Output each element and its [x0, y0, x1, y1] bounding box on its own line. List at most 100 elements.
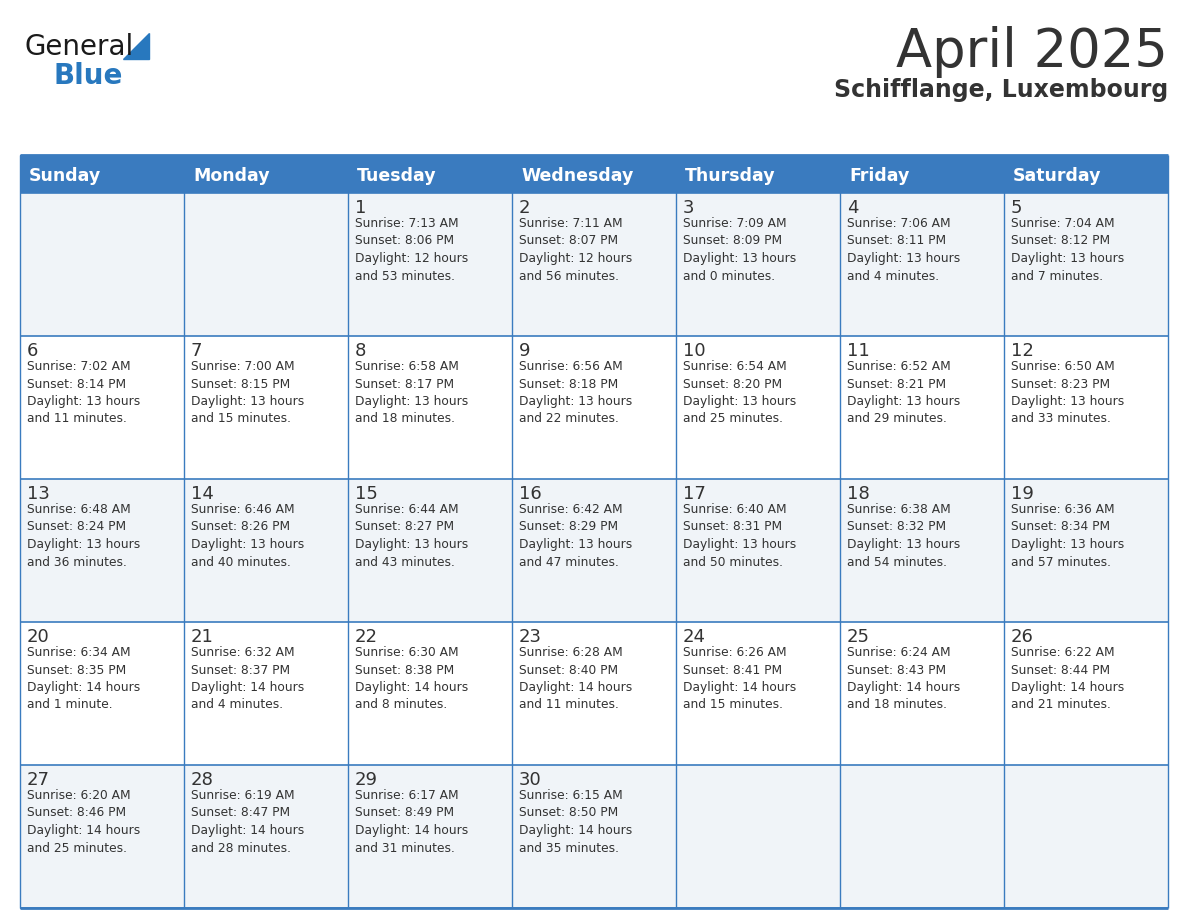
- Bar: [184, 155, 348, 193]
- Bar: [676, 622, 840, 765]
- Text: Saturday: Saturday: [1013, 167, 1101, 185]
- Text: 27: 27: [27, 771, 50, 789]
- Text: 29: 29: [355, 771, 378, 789]
- Bar: [1004, 479, 1168, 622]
- Bar: [1004, 336, 1168, 479]
- Text: 30: 30: [519, 771, 542, 789]
- Text: Sunrise: 6:42 AM
Sunset: 8:29 PM
Daylight: 13 hours
and 47 minutes.: Sunrise: 6:42 AM Sunset: 8:29 PM Dayligh…: [519, 503, 632, 568]
- Bar: [840, 479, 1004, 622]
- Bar: [348, 193, 512, 336]
- Text: 13: 13: [27, 485, 50, 503]
- Text: Thursday: Thursday: [685, 167, 776, 185]
- Text: 24: 24: [683, 628, 706, 646]
- Text: Sunrise: 6:19 AM
Sunset: 8:47 PM
Daylight: 14 hours
and 28 minutes.: Sunrise: 6:19 AM Sunset: 8:47 PM Dayligh…: [191, 789, 304, 855]
- Bar: [20, 622, 184, 765]
- Text: 1: 1: [355, 199, 366, 217]
- Bar: [512, 622, 676, 765]
- Text: Sunrise: 6:44 AM
Sunset: 8:27 PM
Daylight: 13 hours
and 43 minutes.: Sunrise: 6:44 AM Sunset: 8:27 PM Dayligh…: [355, 503, 468, 568]
- Text: Sunrise: 6:34 AM
Sunset: 8:35 PM
Daylight: 14 hours
and 1 minute.: Sunrise: 6:34 AM Sunset: 8:35 PM Dayligh…: [27, 646, 140, 711]
- Bar: [20, 155, 184, 193]
- Bar: [512, 155, 676, 193]
- Text: Schifflange, Luxembourg: Schifflange, Luxembourg: [834, 78, 1168, 102]
- Text: Sunrise: 7:00 AM
Sunset: 8:15 PM
Daylight: 13 hours
and 15 minutes.: Sunrise: 7:00 AM Sunset: 8:15 PM Dayligh…: [191, 360, 304, 426]
- Bar: [1004, 193, 1168, 336]
- Bar: [184, 765, 348, 908]
- Text: Sunrise: 7:11 AM
Sunset: 8:07 PM
Daylight: 12 hours
and 56 minutes.: Sunrise: 7:11 AM Sunset: 8:07 PM Dayligh…: [519, 217, 632, 283]
- Text: Sunrise: 7:09 AM
Sunset: 8:09 PM
Daylight: 13 hours
and 0 minutes.: Sunrise: 7:09 AM Sunset: 8:09 PM Dayligh…: [683, 217, 796, 283]
- Bar: [512, 336, 676, 479]
- Text: Sunrise: 6:32 AM
Sunset: 8:37 PM
Daylight: 14 hours
and 4 minutes.: Sunrise: 6:32 AM Sunset: 8:37 PM Dayligh…: [191, 646, 304, 711]
- Text: 15: 15: [355, 485, 378, 503]
- Text: Sunrise: 6:50 AM
Sunset: 8:23 PM
Daylight: 13 hours
and 33 minutes.: Sunrise: 6:50 AM Sunset: 8:23 PM Dayligh…: [1011, 360, 1124, 426]
- Text: 23: 23: [519, 628, 542, 646]
- Text: Sunrise: 6:56 AM
Sunset: 8:18 PM
Daylight: 13 hours
and 22 minutes.: Sunrise: 6:56 AM Sunset: 8:18 PM Dayligh…: [519, 360, 632, 426]
- Bar: [184, 193, 348, 336]
- Text: Sunrise: 6:58 AM
Sunset: 8:17 PM
Daylight: 13 hours
and 18 minutes.: Sunrise: 6:58 AM Sunset: 8:17 PM Dayligh…: [355, 360, 468, 426]
- Bar: [676, 336, 840, 479]
- Bar: [512, 765, 676, 908]
- Bar: [348, 765, 512, 908]
- Text: Sunday: Sunday: [29, 167, 101, 185]
- Bar: [1004, 155, 1168, 193]
- Text: 26: 26: [1011, 628, 1034, 646]
- Text: 6: 6: [27, 342, 38, 360]
- Bar: [840, 155, 1004, 193]
- Text: 4: 4: [847, 199, 859, 217]
- Text: Sunrise: 6:36 AM
Sunset: 8:34 PM
Daylight: 13 hours
and 57 minutes.: Sunrise: 6:36 AM Sunset: 8:34 PM Dayligh…: [1011, 503, 1124, 568]
- Text: 21: 21: [191, 628, 214, 646]
- Text: Sunrise: 6:48 AM
Sunset: 8:24 PM
Daylight: 13 hours
and 36 minutes.: Sunrise: 6:48 AM Sunset: 8:24 PM Dayligh…: [27, 503, 140, 568]
- Text: 19: 19: [1011, 485, 1034, 503]
- Text: 20: 20: [27, 628, 50, 646]
- Bar: [512, 479, 676, 622]
- Text: General: General: [25, 33, 134, 61]
- Text: Sunrise: 6:30 AM
Sunset: 8:38 PM
Daylight: 14 hours
and 8 minutes.: Sunrise: 6:30 AM Sunset: 8:38 PM Dayligh…: [355, 646, 468, 711]
- Text: 5: 5: [1011, 199, 1023, 217]
- Text: April 2025: April 2025: [896, 26, 1168, 78]
- Text: 22: 22: [355, 628, 378, 646]
- Text: Blue: Blue: [53, 62, 122, 90]
- Bar: [184, 622, 348, 765]
- Text: Sunrise: 6:40 AM
Sunset: 8:31 PM
Daylight: 13 hours
and 50 minutes.: Sunrise: 6:40 AM Sunset: 8:31 PM Dayligh…: [683, 503, 796, 568]
- Text: 7: 7: [191, 342, 202, 360]
- Bar: [840, 336, 1004, 479]
- Text: Sunrise: 7:13 AM
Sunset: 8:06 PM
Daylight: 12 hours
and 53 minutes.: Sunrise: 7:13 AM Sunset: 8:06 PM Dayligh…: [355, 217, 468, 283]
- Text: 2: 2: [519, 199, 531, 217]
- Text: 12: 12: [1011, 342, 1034, 360]
- Text: Tuesday: Tuesday: [358, 167, 437, 185]
- Bar: [20, 479, 184, 622]
- Bar: [1004, 765, 1168, 908]
- Bar: [348, 155, 512, 193]
- Text: Sunrise: 6:54 AM
Sunset: 8:20 PM
Daylight: 13 hours
and 25 minutes.: Sunrise: 6:54 AM Sunset: 8:20 PM Dayligh…: [683, 360, 796, 426]
- Bar: [348, 622, 512, 765]
- Bar: [20, 193, 184, 336]
- Text: Friday: Friday: [849, 167, 909, 185]
- Text: Sunrise: 6:15 AM
Sunset: 8:50 PM
Daylight: 14 hours
and 35 minutes.: Sunrise: 6:15 AM Sunset: 8:50 PM Dayligh…: [519, 789, 632, 855]
- Text: Sunrise: 6:24 AM
Sunset: 8:43 PM
Daylight: 14 hours
and 18 minutes.: Sunrise: 6:24 AM Sunset: 8:43 PM Dayligh…: [847, 646, 960, 711]
- Text: 10: 10: [683, 342, 706, 360]
- Text: 16: 16: [519, 485, 542, 503]
- Text: Sunrise: 6:22 AM
Sunset: 8:44 PM
Daylight: 14 hours
and 21 minutes.: Sunrise: 6:22 AM Sunset: 8:44 PM Dayligh…: [1011, 646, 1124, 711]
- Text: 11: 11: [847, 342, 870, 360]
- Text: Sunrise: 7:06 AM
Sunset: 8:11 PM
Daylight: 13 hours
and 4 minutes.: Sunrise: 7:06 AM Sunset: 8:11 PM Dayligh…: [847, 217, 960, 283]
- Text: Sunrise: 6:28 AM
Sunset: 8:40 PM
Daylight: 14 hours
and 11 minutes.: Sunrise: 6:28 AM Sunset: 8:40 PM Dayligh…: [519, 646, 632, 711]
- Bar: [840, 765, 1004, 908]
- Bar: [184, 336, 348, 479]
- Text: Monday: Monday: [192, 167, 270, 185]
- Bar: [512, 193, 676, 336]
- Text: Sunrise: 6:26 AM
Sunset: 8:41 PM
Daylight: 14 hours
and 15 minutes.: Sunrise: 6:26 AM Sunset: 8:41 PM Dayligh…: [683, 646, 796, 711]
- Bar: [1004, 622, 1168, 765]
- Text: Sunrise: 6:38 AM
Sunset: 8:32 PM
Daylight: 13 hours
and 54 minutes.: Sunrise: 6:38 AM Sunset: 8:32 PM Dayligh…: [847, 503, 960, 568]
- Text: 17: 17: [683, 485, 706, 503]
- Text: 25: 25: [847, 628, 870, 646]
- Text: Wednesday: Wednesday: [522, 167, 633, 185]
- Bar: [348, 336, 512, 479]
- Text: 18: 18: [847, 485, 870, 503]
- Text: 14: 14: [191, 485, 214, 503]
- Bar: [676, 765, 840, 908]
- Text: Sunrise: 7:04 AM
Sunset: 8:12 PM
Daylight: 13 hours
and 7 minutes.: Sunrise: 7:04 AM Sunset: 8:12 PM Dayligh…: [1011, 217, 1124, 283]
- Text: Sunrise: 6:52 AM
Sunset: 8:21 PM
Daylight: 13 hours
and 29 minutes.: Sunrise: 6:52 AM Sunset: 8:21 PM Dayligh…: [847, 360, 960, 426]
- Bar: [20, 336, 184, 479]
- Text: 3: 3: [683, 199, 695, 217]
- Polygon shape: [124, 33, 148, 59]
- Bar: [676, 479, 840, 622]
